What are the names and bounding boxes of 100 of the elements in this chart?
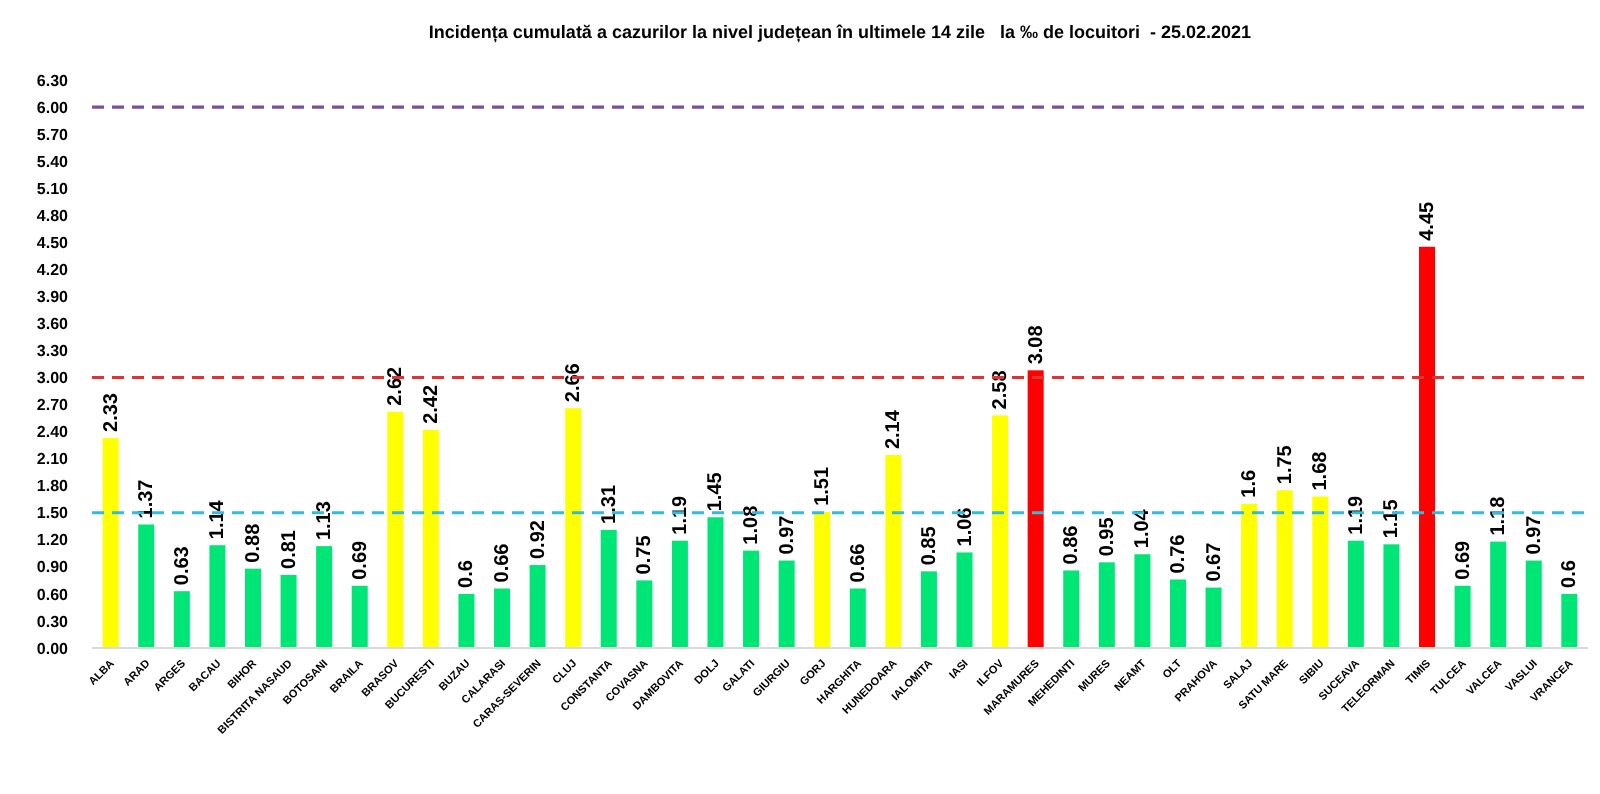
y-tick-label: 3.60 (36, 315, 70, 334)
bar (1419, 246, 1436, 648)
bar (1169, 579, 1186, 648)
data-label: 4.45 (1417, 200, 1440, 241)
bar (494, 588, 511, 648)
bar (778, 560, 795, 648)
y-tick-label: 2.10 (36, 450, 70, 469)
bar (849, 588, 866, 648)
bar (992, 415, 1009, 648)
data-label: 2.42 (420, 384, 443, 424)
bar (173, 591, 190, 648)
data-label: 0.63 (171, 545, 194, 586)
data-label: 2.62 (385, 365, 408, 406)
data-label: 0.97 (776, 514, 799, 555)
y-tick-label: 4.50 (36, 233, 70, 252)
bar (351, 585, 368, 648)
bar (885, 455, 902, 648)
data-label: 0.6 (1559, 559, 1582, 588)
data-label: 1.45 (705, 471, 728, 512)
y-tick-label: 1.80 (36, 477, 70, 496)
bar (316, 546, 333, 648)
bar (565, 408, 582, 648)
data-label: 1.68 (1310, 450, 1333, 491)
data-label: 0.67 (1203, 541, 1226, 582)
y-tick-label: 4.20 (36, 260, 70, 279)
data-label: 0.69 (349, 539, 372, 580)
data-label: 0.85 (918, 525, 941, 566)
data-label: 0.6 (456, 559, 479, 588)
data-label: 0.95 (1096, 516, 1119, 557)
data-label: 0.75 (634, 534, 657, 575)
bar (1525, 560, 1542, 648)
data-label: 0.86 (1061, 524, 1084, 565)
bar (1134, 554, 1151, 648)
y-tick-label: 0.90 (36, 558, 70, 577)
bar (458, 593, 475, 648)
data-label: 0.66 (847, 542, 870, 583)
y-tick-label: 3.90 (36, 287, 70, 306)
bar (1063, 570, 1080, 648)
y-tick-label: 5.10 (36, 179, 70, 198)
y-tick-label: 4.80 (36, 206, 70, 225)
data-label: 1.13 (314, 500, 337, 541)
y-tick-label: 6.30 (36, 71, 70, 90)
bar (814, 511, 831, 648)
data-label: 1.51 (812, 466, 835, 506)
chart-title: Incidența cumulată a cazurilor la nivel județean în ultimele 14 zile la ‰ de locuitori - 25.02.2021 (428, 22, 1252, 44)
bar (280, 574, 297, 648)
y-tick-label: 5.40 (36, 152, 70, 171)
bar (600, 529, 617, 648)
bar (636, 580, 653, 648)
data-label: 2.14 (883, 409, 906, 450)
data-label: 0.88 (242, 522, 265, 563)
data-label: 1.31 (598, 484, 621, 524)
y-tick-label: 0.00 (36, 639, 70, 658)
y-tick-label: 0.30 (36, 612, 70, 631)
y-tick-label: 3.00 (36, 369, 70, 388)
bar (1561, 593, 1578, 648)
y-tick-label: 1.50 (36, 504, 70, 523)
y-tick-label: 2.40 (36, 423, 70, 442)
bar (920, 571, 937, 648)
bar (743, 550, 760, 648)
data-label: 1.15 (1381, 498, 1404, 539)
bar (671, 540, 688, 648)
bar (529, 565, 546, 648)
bar (138, 524, 155, 648)
bar (422, 429, 439, 648)
bar (1027, 370, 1044, 648)
y-tick-label: 1.20 (36, 531, 70, 550)
bar (387, 411, 404, 648)
data-label: 0.69 (1452, 539, 1475, 580)
bar (1490, 541, 1507, 648)
bar (1098, 562, 1115, 648)
bar (707, 517, 724, 648)
data-label: 0.92 (527, 519, 550, 560)
bar (1241, 503, 1258, 648)
bar (1383, 544, 1400, 648)
bar (1312, 496, 1329, 648)
data-label: 0.66 (492, 542, 515, 583)
data-label: 2.33 (100, 392, 123, 432)
data-label: 1.14 (207, 499, 230, 540)
y-tick-label: 0.60 (36, 585, 70, 604)
bar (244, 568, 261, 648)
bar (1347, 540, 1364, 648)
bar (1276, 490, 1293, 648)
data-label: 1.75 (1274, 444, 1297, 485)
y-tick-label: 2.70 (36, 396, 70, 415)
bar (102, 437, 119, 648)
data-label: 3.08 (1025, 324, 1048, 365)
data-label: 1.6 (1239, 469, 1262, 498)
data-label: 0.97 (1523, 514, 1546, 555)
bar (1205, 587, 1222, 648)
bar (1454, 585, 1471, 648)
bar (956, 552, 973, 648)
data-label: 1.08 (741, 504, 764, 545)
y-tick-label: 3.30 (36, 342, 70, 361)
y-tick-label: 5.70 (36, 125, 70, 144)
data-label: 0.76 (1167, 533, 1190, 574)
data-label: 1.06 (954, 506, 977, 547)
bar (209, 545, 226, 648)
data-label: 0.81 (278, 529, 301, 569)
y-tick-label: 6.00 (36, 98, 70, 117)
